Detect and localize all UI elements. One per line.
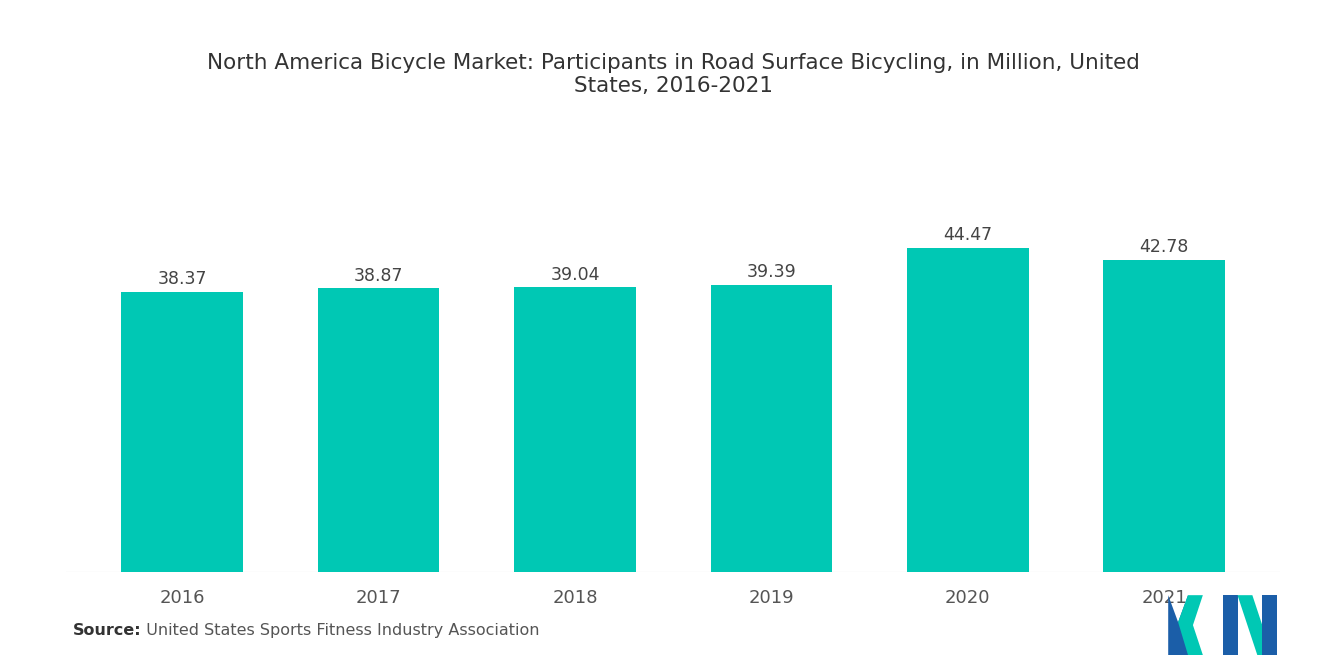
- Bar: [710, 285, 833, 572]
- Text: 44.47: 44.47: [944, 226, 993, 244]
- Text: 39.04: 39.04: [550, 265, 599, 283]
- Text: United States Sports Fitness Industry Association: United States Sports Fitness Industry As…: [136, 623, 540, 638]
- Polygon shape: [1168, 595, 1188, 655]
- Polygon shape: [1222, 595, 1238, 655]
- Text: 38.87: 38.87: [354, 267, 404, 285]
- Bar: [907, 247, 1028, 572]
- Bar: [513, 287, 636, 572]
- Polygon shape: [1179, 595, 1203, 655]
- Text: Source:: Source:: [73, 623, 141, 638]
- Text: 39.39: 39.39: [747, 263, 796, 281]
- Text: 42.78: 42.78: [1139, 238, 1189, 256]
- Bar: [121, 292, 243, 572]
- Bar: [318, 289, 440, 572]
- Text: 38.37: 38.37: [157, 271, 207, 289]
- Title: North America Bicycle Market: Participants in Road Surface Bicycling, in Million: North America Bicycle Market: Participan…: [207, 53, 1139, 96]
- Polygon shape: [1262, 595, 1276, 655]
- Bar: [1104, 260, 1225, 572]
- Polygon shape: [1238, 595, 1272, 655]
